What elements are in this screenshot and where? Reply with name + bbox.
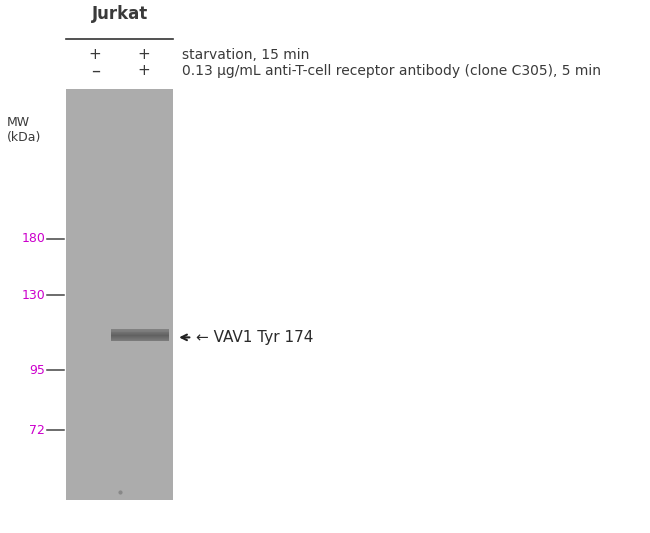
Text: 95: 95	[29, 364, 46, 377]
Text: +: +	[138, 63, 150, 78]
Text: MW
(kDa): MW (kDa)	[7, 116, 42, 144]
Bar	[66, 89, 173, 500]
Text: +: +	[89, 47, 101, 62]
Text: 0.13 μg/mL anti-T-cell receptor antibody (clone C305), 5 min: 0.13 μg/mL anti-T-cell receptor antibody…	[181, 64, 601, 78]
Text: ← VAV1 Tyr 174: ← VAV1 Tyr 174	[196, 330, 313, 345]
Text: 180: 180	[21, 232, 46, 245]
Text: +: +	[138, 47, 150, 62]
Text: 130: 130	[21, 289, 46, 302]
Text: –: –	[90, 62, 99, 80]
Text: Jurkat: Jurkat	[92, 5, 148, 23]
Text: 72: 72	[29, 424, 46, 437]
Bar	[111, 329, 169, 333]
Text: starvation, 15 min: starvation, 15 min	[181, 48, 309, 62]
